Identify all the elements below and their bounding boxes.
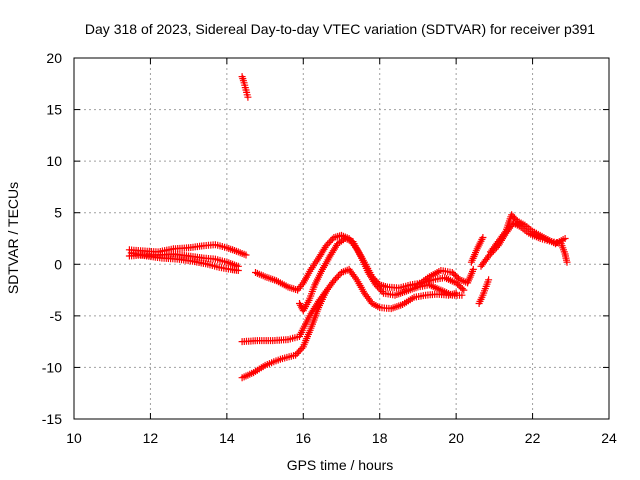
data-point xyxy=(327,237,335,245)
plot-frame xyxy=(73,57,610,420)
x-tick-label: 18 xyxy=(372,430,388,446)
data-point xyxy=(563,258,571,266)
series-track-a xyxy=(125,241,250,259)
x-tick-label: 14 xyxy=(219,430,235,446)
data-point xyxy=(298,345,306,352)
series-track-k xyxy=(467,234,487,266)
chart-title: Day 318 of 2023, Sidereal Day-to-day VTE… xyxy=(85,21,595,37)
x-tick-label: 16 xyxy=(295,430,311,446)
series-track-i xyxy=(414,265,477,289)
data-point xyxy=(333,241,341,249)
data-point xyxy=(234,267,242,274)
y-tick-label: 0 xyxy=(54,256,62,272)
data-point xyxy=(458,285,466,293)
data-point xyxy=(372,281,380,289)
y-tick-label: 5 xyxy=(54,205,62,221)
series-track-c xyxy=(127,249,242,274)
y-tick-label: 20 xyxy=(46,50,62,66)
data-point xyxy=(378,288,386,295)
data-point xyxy=(322,287,330,295)
data-point xyxy=(479,234,487,241)
x-tick-label: 24 xyxy=(601,430,617,446)
x-tick-label: 20 xyxy=(448,430,464,446)
series-track-d xyxy=(238,73,252,101)
x-axis-label: GPS time / hours xyxy=(287,457,394,473)
y-tick-label: 10 xyxy=(46,153,62,169)
data-point xyxy=(242,251,250,259)
data-point xyxy=(296,346,304,354)
series-track-h xyxy=(238,287,330,346)
y-tick-labels: -15 -10 -5 0 5 10 15 20 xyxy=(42,50,62,427)
x-tick-labels: 10 12 14 16 18 20 22 24 xyxy=(66,430,617,446)
data-point xyxy=(324,240,332,248)
x-tick-label: 22 xyxy=(525,430,541,446)
data-point xyxy=(458,291,466,299)
data-point xyxy=(377,286,384,294)
x-tick-label: 10 xyxy=(66,430,82,446)
data-point xyxy=(501,229,508,237)
y-tick-label: 15 xyxy=(46,102,62,118)
data-point xyxy=(334,272,342,280)
y-tick-label: -5 xyxy=(50,308,63,324)
series-track-m xyxy=(487,211,569,256)
data-point xyxy=(322,242,330,250)
data-point xyxy=(244,93,252,101)
series-track-j xyxy=(475,276,493,307)
data-point xyxy=(325,238,333,246)
data-point xyxy=(292,351,300,359)
data-point xyxy=(331,275,339,283)
x-tick-label: 12 xyxy=(143,430,159,446)
data-point xyxy=(330,277,338,285)
data-point xyxy=(469,265,477,273)
data-point xyxy=(373,283,381,291)
data-point xyxy=(485,252,493,260)
data-point xyxy=(460,286,468,294)
data-point xyxy=(485,276,493,284)
data-points xyxy=(125,73,571,382)
series-track-e xyxy=(252,231,468,294)
data-point xyxy=(321,289,329,297)
data-point xyxy=(375,284,383,292)
y-tick-label: -10 xyxy=(42,359,62,375)
data-point xyxy=(561,235,569,242)
data-point xyxy=(452,289,460,297)
y-axis-label: SDTVAR / TECUs xyxy=(5,182,21,294)
y-tick-label: -15 xyxy=(42,411,62,427)
data-point xyxy=(333,274,341,281)
data-point xyxy=(293,349,301,357)
data-point xyxy=(295,348,303,356)
